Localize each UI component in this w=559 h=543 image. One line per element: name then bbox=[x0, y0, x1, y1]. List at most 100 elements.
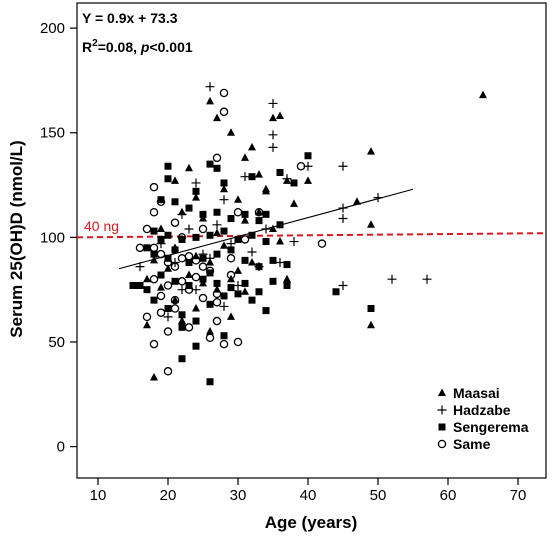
point-sengerema bbox=[283, 281, 291, 289]
point-sengerema bbox=[241, 279, 249, 287]
point-sengerema bbox=[227, 246, 235, 254]
point-same bbox=[317, 239, 327, 248]
point-hadzabe bbox=[184, 224, 194, 234]
point-maasai bbox=[227, 312, 235, 320]
point-hadzabe bbox=[135, 262, 145, 272]
point-sengerema bbox=[199, 210, 207, 218]
point-sengerema bbox=[206, 160, 214, 168]
point-maasai bbox=[178, 316, 186, 325]
data-points bbox=[129, 82, 487, 386]
point-sengerema bbox=[269, 256, 277, 264]
point-sengerema bbox=[192, 342, 200, 350]
legend-marker-maasai bbox=[438, 388, 446, 396]
point-sengerema bbox=[150, 250, 158, 258]
y-axis: 0 50 100 150 200 bbox=[40, 20, 77, 456]
point-sengerema bbox=[332, 288, 340, 296]
point-same bbox=[177, 254, 187, 263]
point-sengerema bbox=[262, 210, 270, 218]
legend-marker-same bbox=[437, 439, 447, 449]
point-sengerema bbox=[143, 286, 151, 294]
point-sengerema bbox=[178, 355, 186, 363]
point-maasai bbox=[143, 274, 151, 283]
point-maasai bbox=[479, 90, 487, 99]
legend-label-maasai: Maasai bbox=[453, 385, 500, 401]
point-maasai bbox=[304, 176, 312, 184]
point-sengerema bbox=[143, 244, 151, 252]
point-hadzabe bbox=[205, 253, 215, 263]
point-maasai bbox=[367, 320, 375, 329]
point-same bbox=[219, 88, 229, 98]
point-maasai bbox=[269, 113, 277, 122]
point-same bbox=[198, 293, 208, 303]
point-maasai bbox=[353, 197, 361, 205]
point-maasai bbox=[234, 195, 242, 203]
point-same bbox=[212, 316, 222, 326]
x-tick-label: 50 bbox=[370, 487, 387, 504]
point-maasai bbox=[241, 216, 249, 224]
point-hadzabe bbox=[261, 224, 271, 234]
point-maasai bbox=[171, 295, 179, 304]
point-sengerema bbox=[171, 277, 179, 285]
y-tick-label: 0 bbox=[57, 439, 65, 456]
point-maasai bbox=[206, 327, 214, 335]
point-same bbox=[149, 339, 159, 349]
point-same bbox=[212, 153, 222, 163]
point-hadzabe bbox=[191, 178, 201, 188]
point-maasai bbox=[367, 220, 375, 228]
point-maasai bbox=[213, 113, 221, 122]
point-sengerema bbox=[227, 215, 235, 223]
plot-frame bbox=[76, 2, 547, 479]
point-sengerema bbox=[213, 164, 221, 172]
point-maasai bbox=[164, 264, 172, 272]
point-same bbox=[142, 312, 152, 322]
point-maasai bbox=[234, 266, 242, 274]
point-hadzabe bbox=[219, 301, 229, 311]
point-sengerema bbox=[255, 263, 263, 271]
point-same bbox=[170, 218, 180, 227]
point-hadzabe bbox=[289, 237, 299, 247]
point-same bbox=[170, 304, 180, 313]
point-hadzabe bbox=[268, 130, 278, 140]
point-sengerema bbox=[199, 275, 207, 283]
point-sengerema bbox=[178, 323, 186, 331]
point-hadzabe bbox=[338, 203, 348, 213]
point-same bbox=[177, 233, 187, 242]
point-maasai bbox=[143, 320, 151, 329]
point-sengerema bbox=[367, 305, 375, 313]
point-sengerema bbox=[185, 204, 193, 212]
point-sengerema bbox=[213, 208, 221, 216]
point-same bbox=[142, 224, 152, 234]
point-sengerema bbox=[185, 258, 193, 266]
y-tick-label: 150 bbox=[40, 125, 65, 142]
point-maasai bbox=[248, 257, 256, 266]
point-hadzabe bbox=[233, 280, 243, 290]
r-squared-letter: R bbox=[82, 39, 92, 55]
point-sengerema bbox=[276, 168, 284, 176]
point-same bbox=[149, 243, 159, 253]
point-same bbox=[212, 297, 222, 307]
point-sengerema bbox=[248, 173, 256, 181]
point-sengerema bbox=[164, 175, 172, 183]
point-maasai bbox=[227, 128, 235, 136]
point-hadzabe bbox=[177, 209, 187, 219]
point-sengerema bbox=[150, 296, 158, 304]
point-maasai bbox=[185, 163, 193, 172]
point-sengerema bbox=[157, 271, 165, 279]
reference-line bbox=[76, 232, 547, 239]
point-same bbox=[191, 256, 201, 265]
x-tick-label: 20 bbox=[160, 487, 177, 504]
legend-marker-hadzabe bbox=[437, 405, 447, 415]
point-same bbox=[226, 270, 236, 280]
point-same bbox=[219, 339, 229, 349]
point-sengerema bbox=[192, 187, 200, 195]
point-same bbox=[170, 262, 180, 271]
x-tick-label: 10 bbox=[90, 487, 107, 504]
point-same bbox=[156, 249, 166, 259]
point-maasai bbox=[150, 255, 158, 264]
point-sengerema bbox=[220, 332, 228, 340]
r-squared-value: =0.08, bbox=[98, 39, 141, 55]
point-maasai bbox=[269, 224, 277, 232]
x-axis: 10 20 30 40 50 60 70 bbox=[90, 478, 526, 504]
regression-equation: Y = 0.9x + 73.3 bbox=[82, 10, 178, 26]
